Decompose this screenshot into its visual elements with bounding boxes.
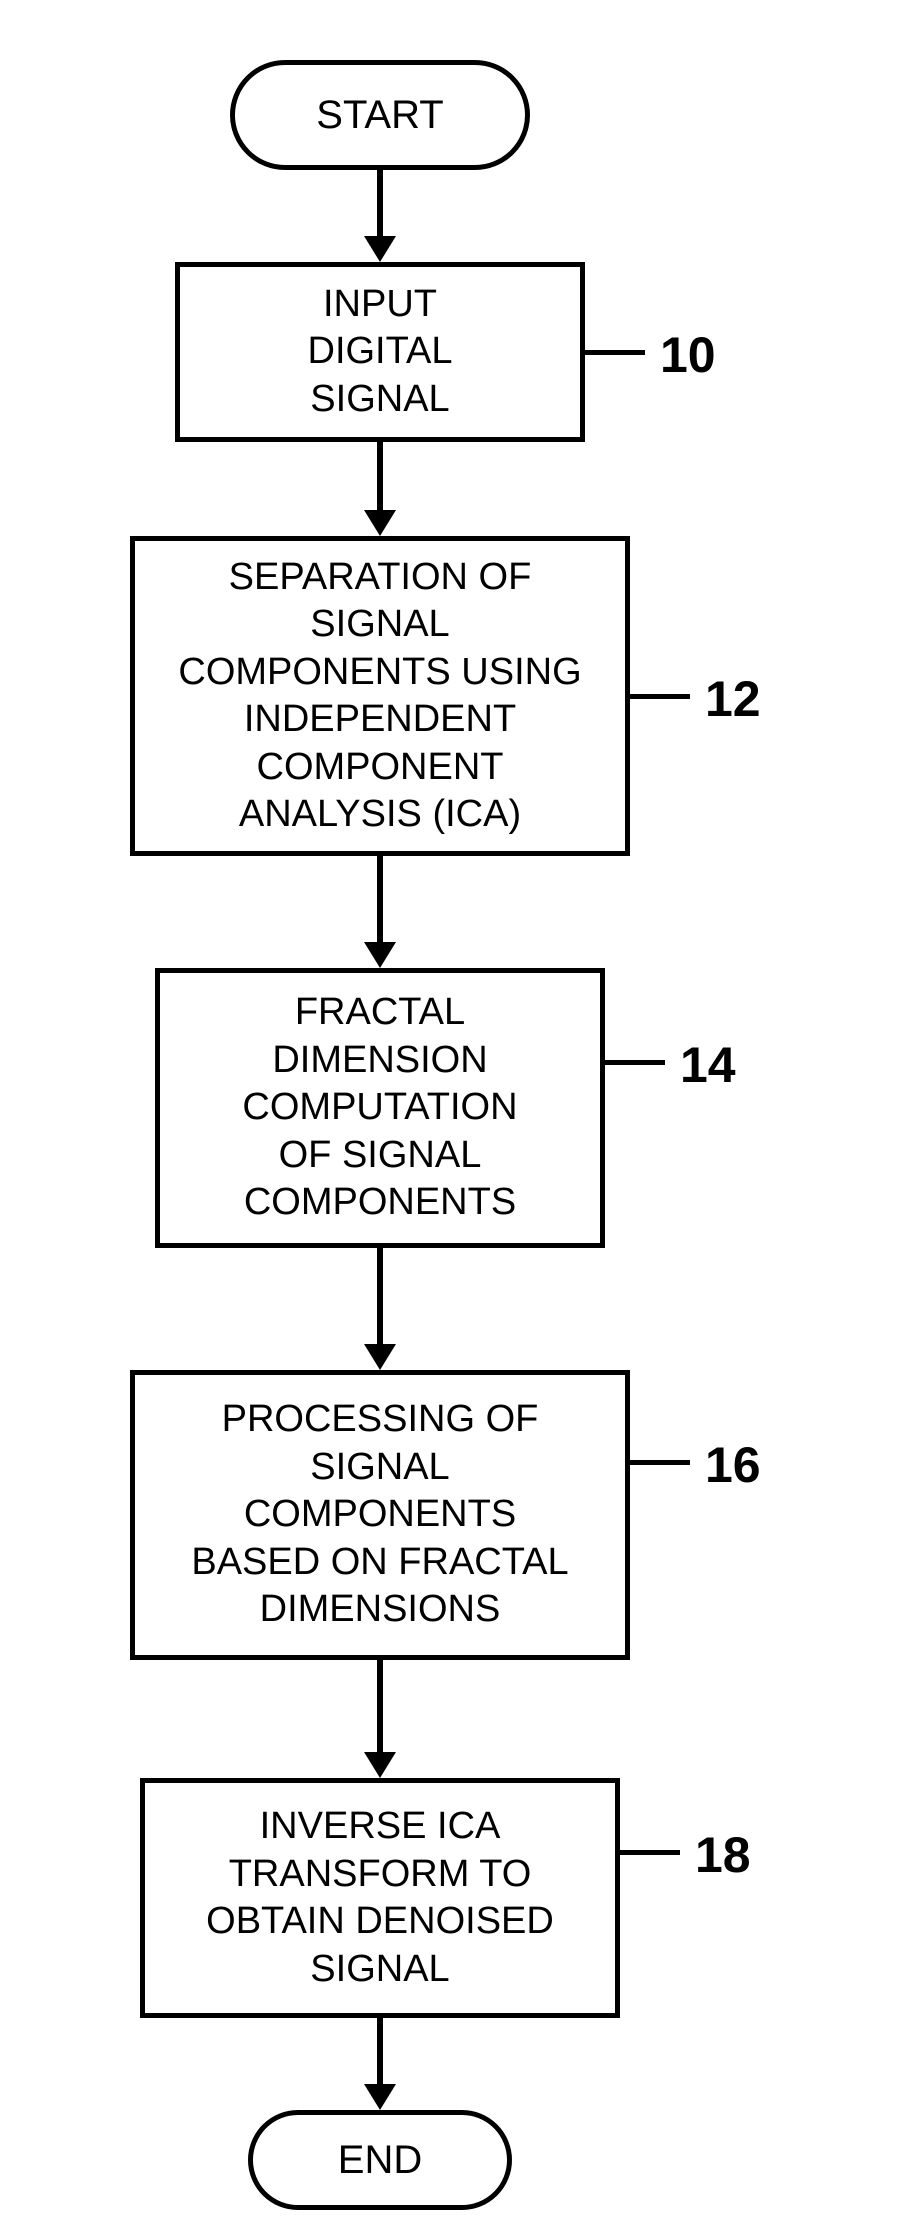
terminator-start: START <box>230 60 530 170</box>
step5-text: INVERSE ICA TRANSFORM TO OBTAIN DENOISED… <box>206 1803 554 1993</box>
arrowhead-4 <box>364 1344 396 1370</box>
label-line-2 <box>630 694 690 699</box>
arrowhead-6 <box>364 2084 396 2110</box>
process-signal-processing: PROCESSING OF SIGNAL COMPONENTS BASED ON… <box>130 1370 630 1660</box>
arrowhead-1 <box>364 236 396 262</box>
connector-3 <box>377 856 383 946</box>
label-line-3 <box>605 1060 665 1065</box>
label-line-1 <box>585 350 645 355</box>
connector-1 <box>377 170 383 240</box>
ref-10: 10 <box>660 326 716 384</box>
process-fractal-dimension: FRACTAL DIMENSION COMPUTATION OF SIGNAL … <box>155 968 605 1248</box>
terminator-end: END <box>248 2110 512 2210</box>
connector-5 <box>377 1660 383 1756</box>
ref-16: 16 <box>705 1436 761 1494</box>
start-text: START <box>316 90 443 140</box>
label-line-5 <box>620 1850 680 1855</box>
process-input-signal: INPUT DIGITAL SIGNAL <box>175 262 585 442</box>
process-ica-separation: SEPARATION OF SIGNAL COMPONENTS USING IN… <box>130 536 630 856</box>
step4-text: PROCESSING OF SIGNAL COMPONENTS BASED ON… <box>191 1396 568 1634</box>
step3-text: FRACTAL DIMENSION COMPUTATION OF SIGNAL … <box>242 989 517 1227</box>
connector-4 <box>377 1248 383 1348</box>
ref-14: 14 <box>680 1036 736 1094</box>
step1-text: INPUT DIGITAL SIGNAL <box>308 281 453 424</box>
arrowhead-3 <box>364 942 396 968</box>
end-text: END <box>338 2135 422 2185</box>
label-line-4 <box>630 1460 690 1465</box>
process-inverse-ica: INVERSE ICA TRANSFORM TO OBTAIN DENOISED… <box>140 1778 620 2018</box>
arrowhead-5 <box>364 1752 396 1778</box>
arrowhead-2 <box>364 510 396 536</box>
connector-2 <box>377 442 383 514</box>
connector-6 <box>377 2018 383 2088</box>
ref-18: 18 <box>695 1826 751 1884</box>
ref-12: 12 <box>705 670 761 728</box>
step2-text: SEPARATION OF SIGNAL COMPONENTS USING IN… <box>178 554 581 839</box>
